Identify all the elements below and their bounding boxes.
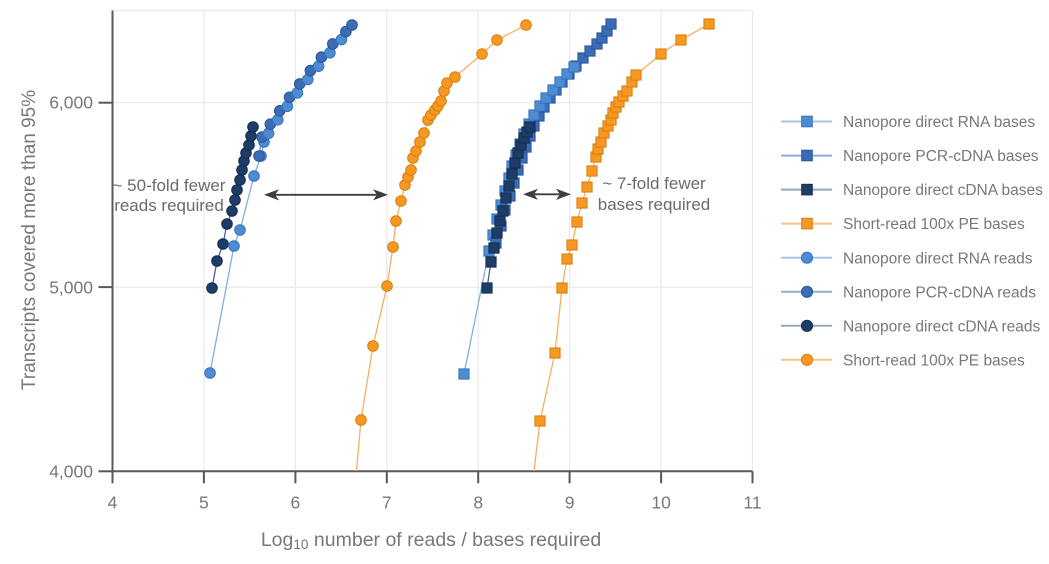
svg-text:reads required: reads required (114, 196, 224, 215)
svg-text:7: 7 (382, 493, 392, 513)
svg-text:4,000: 4,000 (49, 462, 93, 482)
svg-text:Short-read 100x PE bases: Short-read 100x PE bases (843, 216, 1025, 233)
svg-text:Log10 number of reads / bases: Log10 number of reads / bases required (261, 529, 601, 552)
svg-text:Nanopore direct cDNA bases: Nanopore direct cDNA bases (843, 182, 1043, 199)
svg-text:~ 7-fold fewer: ~ 7-fold fewer (602, 174, 706, 193)
svg-text:Nanopore PCR-cDNA bases: Nanopore PCR-cDNA bases (843, 148, 1039, 165)
svg-text:~ 50-fold fewer: ~ 50-fold fewer (113, 176, 226, 195)
svg-text:5: 5 (199, 493, 209, 513)
svg-text:4: 4 (108, 493, 118, 513)
svg-text:6: 6 (291, 493, 301, 513)
svg-text:9: 9 (565, 493, 575, 513)
svg-text:Nanopore direct RNA reads: Nanopore direct RNA reads (843, 250, 1033, 267)
svg-text:bases required: bases required (598, 195, 710, 214)
svg-text:Nanopore direct cDNA reads: Nanopore direct cDNA reads (843, 318, 1041, 335)
svg-text:11: 11 (743, 493, 761, 513)
svg-text:Transcripts covered more than: Transcripts covered more than 95% (19, 90, 40, 390)
svg-text:Nanopore direct RNA bases: Nanopore direct RNA bases (843, 114, 1035, 131)
svg-text:Short-read 100x PE bases: Short-read 100x PE bases (843, 352, 1025, 369)
svg-text:Nanopore PCR-cDNA reads: Nanopore PCR-cDNA reads (843, 284, 1036, 301)
svg-text:10: 10 (651, 493, 671, 513)
svg-text:5,000: 5,000 (49, 277, 93, 297)
svg-text:6,000: 6,000 (49, 92, 93, 112)
svg-text:8: 8 (473, 493, 483, 513)
